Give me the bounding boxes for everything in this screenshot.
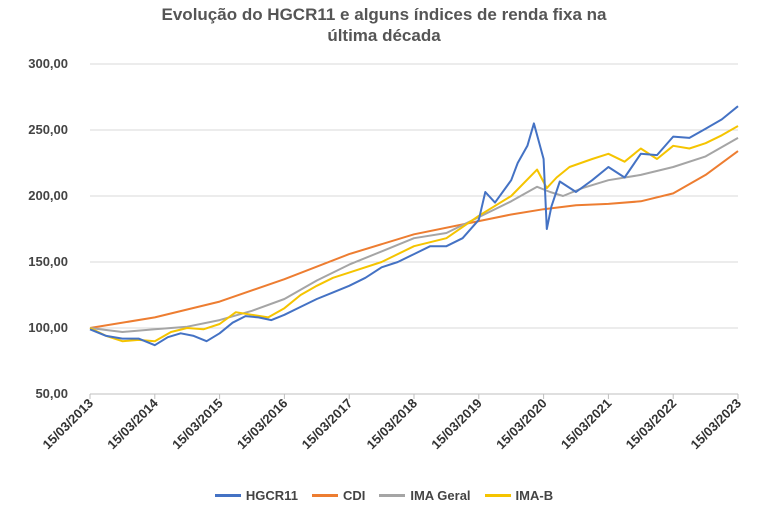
gridlines [90, 63, 738, 329]
x-tick-label: 15/03/2021 [558, 396, 615, 453]
y-axis-ticks: 50,00 100,00 150,00 200,00 250,00 300,00 [28, 56, 68, 401]
x-tick-label: 15/03/2016 [234, 396, 291, 453]
y-tick-label: 300,00 [28, 56, 68, 71]
legend-swatch [214, 494, 241, 497]
x-tick-label: 15/03/2018 [363, 396, 420, 453]
legend-label: HGCR11 [245, 488, 298, 503]
series-lines [89, 105, 739, 347]
legend-label: IMA Geral [410, 488, 471, 503]
y-tick-label: 250,00 [28, 122, 68, 137]
series-line-hgcr11 [89, 105, 739, 347]
x-tick-label: 15/03/2013 [39, 396, 96, 453]
x-tick-label: 15/03/2023 [687, 396, 744, 453]
y-tick-label: 150,00 [28, 254, 68, 269]
y-tick-label: 50,00 [35, 386, 68, 401]
chart-title-line-1: Evolução do HGCR11 e alguns índices de r… [161, 5, 607, 24]
chart-title-line-2: última década [327, 26, 441, 45]
y-tick-label: 200,00 [28, 188, 68, 203]
legend-item: IMA-B [484, 488, 554, 503]
chart-title: Evolução do HGCR11 e alguns índices de r… [0, 4, 768, 46]
legend-item: CDI [311, 488, 366, 503]
legend-label: IMA-B [515, 488, 554, 503]
legend-item: HGCR11 [214, 488, 298, 503]
legend-item: IMA Geral [379, 488, 471, 503]
x-axis: 15/03/2013 15/03/2014 15/03/2015 15/03/2016… [39, 393, 744, 453]
x-tick-label: 15/03/2022 [623, 396, 680, 453]
series-line-cdi [89, 150, 739, 329]
legend-swatch [484, 494, 511, 497]
legend-label: CDI [342, 488, 366, 503]
legend: HGCR11 CDI IMA Geral IMA-B [0, 488, 768, 503]
x-tick-label: 15/03/2017 [299, 396, 356, 453]
x-tick-label: 15/03/2015 [169, 396, 226, 453]
x-tick-label: 15/03/2019 [428, 396, 485, 453]
legend-swatch [311, 494, 338, 497]
x-tick-label: 15/03/2020 [493, 396, 550, 453]
series-line-ima-geral [89, 137, 739, 333]
legend-swatch [379, 494, 406, 497]
y-tick-label: 100,00 [28, 320, 68, 335]
x-tick-label: 15/03/2014 [104, 395, 161, 452]
series-line-ima-b [89, 125, 739, 343]
